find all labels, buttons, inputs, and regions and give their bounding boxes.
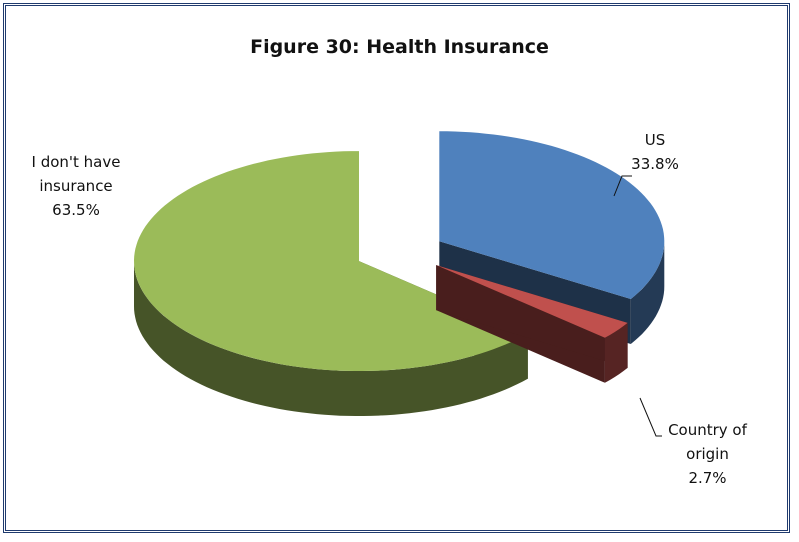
chart-title: Figure 30: Health Insurance [250,36,549,58]
category-label: Country of origin [668,421,747,463]
category-label: I don't have insurance [31,153,121,195]
leader-line [613,175,632,197]
slice-label: Country of origin 2.7% [655,418,760,490]
slice [134,151,528,371]
leader-line [639,397,662,437]
frame [3,3,790,533]
slice-label: I don't have insurance 63.5% [20,150,132,222]
slice-label: US 33.8% [600,128,710,176]
category-label: US [644,131,666,149]
value-label: 2.7% [688,469,727,487]
slice-side [604,322,628,383]
slice [436,265,628,338]
slice-side [134,261,528,416]
value-label: 33.8% [631,155,679,173]
slice [439,131,665,299]
value-label: 63.5% [52,201,100,219]
slice-face [436,265,628,368]
slice-side [630,241,665,344]
